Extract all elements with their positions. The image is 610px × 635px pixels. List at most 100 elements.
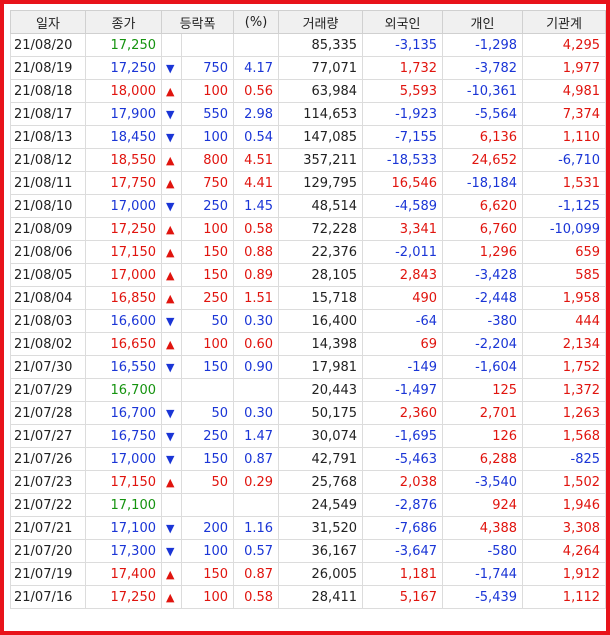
table-row[interactable]: 21/07/23 17,150 ▲ 50 0.29 25,768 2,038 -3,540 1,…	[10, 470, 607, 494]
arrow-up-icon: ▲	[161, 240, 182, 264]
change-cell: 250	[180, 424, 235, 448]
header-institution[interactable]: 기관계	[522, 10, 607, 34]
volume-cell: 42,791	[278, 447, 364, 471]
arrow-up-icon: ▲	[161, 562, 182, 586]
date-cell: 21/07/19	[10, 562, 86, 586]
foreign-cell: -1,923	[362, 102, 444, 126]
header-change[interactable]: 등락폭	[160, 10, 235, 34]
arrow-up-icon: ▲	[161, 171, 182, 195]
header-close[interactable]: 종가	[85, 10, 162, 34]
close-cell: 17,300	[85, 539, 162, 563]
percent-cell	[233, 378, 280, 402]
close-cell: 17,900	[85, 102, 162, 126]
volume-cell: 147,085	[278, 125, 364, 149]
table-row[interactable]: 21/07/20 17,300 ▼ 100 0.57 36,167 -3,647 -580 4,…	[10, 539, 607, 563]
institution-cell: 1,752	[522, 355, 607, 379]
foreign-cell: 2,038	[362, 470, 444, 494]
table-row[interactable]: 21/08/03 16,600 ▼ 50 0.30 16,400 -64 -380 444	[10, 309, 607, 333]
individual-cell: 126	[442, 424, 524, 448]
header-individual[interactable]: 개인	[442, 10, 524, 34]
arrow-empty	[161, 33, 182, 57]
arrow-down-icon: ▼	[161, 102, 182, 126]
individual-cell: -3,782	[442, 56, 524, 80]
volume-cell: 20,443	[278, 378, 364, 402]
foreign-cell: -4,589	[362, 194, 444, 218]
foreign-cell: 16,546	[362, 171, 444, 195]
table-row[interactable]: 21/07/29 16,700 20,443 -1,497 125 1,372	[10, 378, 607, 402]
institution-cell: 7,374	[522, 102, 607, 126]
close-cell: 16,600	[85, 309, 162, 333]
arrow-up-icon: ▲	[161, 286, 182, 310]
table-row[interactable]: 21/07/26 17,000 ▼ 150 0.87 42,791 -5,463 6,288-…	[10, 447, 607, 471]
table-row[interactable]: 21/08/10 17,000 ▼ 250 1.45 48,514 -4,589 6,620-…	[10, 194, 607, 218]
individual-cell: 6,288	[442, 447, 524, 471]
table-row[interactable]: 21/07/30 16,550 ▼ 150 0.90 17,981 -149 -1,604 1,…	[10, 355, 607, 379]
change-cell: 250	[180, 286, 235, 310]
table-row[interactable]: 21/08/20 17,250 85,335 -3,135 -1,298 4,295	[10, 33, 607, 57]
table-row[interactable]: 21/08/12 18,550 ▲ 800 4.51 357,211 -18,533 24,6…	[10, 148, 607, 172]
percent-cell: 1.47	[233, 424, 280, 448]
individual-cell: 125	[442, 378, 524, 402]
percent-cell: 0.60	[233, 332, 280, 356]
table-row[interactable]: 21/07/27 16,750 ▼ 250 1.47 30,074 -1,695 126 1,5…	[10, 424, 607, 448]
arrow-up-icon: ▲	[161, 470, 182, 494]
table-row[interactable]: 21/07/28 16,700 ▼ 50 0.30 50,175 2,360 2,701 1,2…	[10, 401, 607, 425]
table-row[interactable]: 21/08/17 17,900 ▼ 550 2.98 114,653 -1,923 -5,56…	[10, 102, 607, 126]
individual-cell: -3,428	[442, 263, 524, 287]
arrow-up-icon: ▲	[161, 263, 182, 287]
individual-cell: 6,760	[442, 217, 524, 241]
daily-trading-table: 일자 종가 등락폭 (%) 거래량 외국인 개인 기관계 21/08/20 17,…	[10, 10, 607, 609]
table-row[interactable]: 21/08/19 17,250 ▼ 750 4.17 77,071 1,732 -3,782 1…	[10, 56, 607, 80]
header-percent[interactable]: (%)	[233, 10, 280, 34]
volume-cell: 357,211	[278, 148, 364, 172]
foreign-cell: -2,011	[362, 240, 444, 264]
individual-cell: -2,448	[442, 286, 524, 310]
close-cell: 17,250	[85, 56, 162, 80]
date-cell: 21/08/19	[10, 56, 86, 80]
date-cell: 21/07/16	[10, 585, 86, 609]
arrow-down-icon: ▼	[161, 355, 182, 379]
close-cell: 16,550	[85, 355, 162, 379]
header-volume[interactable]: 거래량	[278, 10, 364, 34]
table-row[interactable]: 21/07/22 17,100 24,549 -2,876 924 1,946	[10, 493, 607, 517]
arrow-down-icon: ▼	[161, 516, 182, 540]
table-row[interactable]: 21/08/06 17,150 ▲ 150 0.88 22,376 -2,011 1,296 6…	[10, 240, 607, 264]
table-row[interactable]: 21/08/09 17,250 ▲ 100 0.58 72,228 3,341 6,760 -1…	[10, 217, 607, 241]
header-foreign[interactable]: 외국인	[362, 10, 444, 34]
change-cell: 750	[180, 171, 235, 195]
date-cell: 21/08/02	[10, 332, 86, 356]
table-row[interactable]: 21/08/18 18,000 ▲ 100 0.56 63,984 5,593 -10,361…	[10, 79, 607, 103]
institution-cell: 1,977	[522, 56, 607, 80]
foreign-cell: -7,686	[362, 516, 444, 540]
institution-cell: 1,502	[522, 470, 607, 494]
foreign-cell: 490	[362, 286, 444, 310]
change-cell	[180, 493, 235, 517]
volume-cell: 25,768	[278, 470, 364, 494]
institution-cell: 1,110	[522, 125, 607, 149]
table-row[interactable]: 21/07/19 17,400 ▲ 150 0.87 26,005 1,181 -1,744 1…	[10, 562, 607, 586]
table-row[interactable]: 21/08/04 16,850 ▲ 250 1.51 15,718 490 -2,448 1,9…	[10, 286, 607, 310]
volume-cell: 17,981	[278, 355, 364, 379]
date-cell: 21/08/03	[10, 309, 86, 333]
table-row[interactable]: 21/07/21 17,100 ▼ 200 1.16 31,520 -7,686 4,388 3…	[10, 516, 607, 540]
table-row[interactable]: 21/08/13 18,450 ▼ 100 0.54 147,085 -7,155 6,136…	[10, 125, 607, 149]
close-cell: 16,700	[85, 401, 162, 425]
volume-cell: 129,795	[278, 171, 364, 195]
foreign-cell: -3,647	[362, 539, 444, 563]
percent-cell	[233, 493, 280, 517]
table-row[interactable]: 21/08/02 16,650 ▲ 100 0.60 14,398 69 -2,204 2,13…	[10, 332, 607, 356]
percent-cell: 0.58	[233, 585, 280, 609]
table-row[interactable]: 21/07/16 17,250 ▲ 100 0.58 28,411 5,167 -5,439 1…	[10, 585, 607, 609]
table-row[interactable]: 21/08/11 17,750 ▲ 750 4.41 129,795 16,546 -18,1…	[10, 171, 607, 195]
volume-cell: 63,984	[278, 79, 364, 103]
header-date[interactable]: 일자	[10, 10, 86, 34]
change-cell: 100	[180, 585, 235, 609]
foreign-cell: 3,341	[362, 217, 444, 241]
foreign-cell: 69	[362, 332, 444, 356]
table-row[interactable]: 21/08/05 17,000 ▲ 150 0.89 28,105 2,843 -3,428 5…	[10, 263, 607, 287]
change-cell: 150	[180, 562, 235, 586]
volume-cell: 114,653	[278, 102, 364, 126]
individual-cell: -2,204	[442, 332, 524, 356]
percent-cell: 0.30	[233, 309, 280, 333]
